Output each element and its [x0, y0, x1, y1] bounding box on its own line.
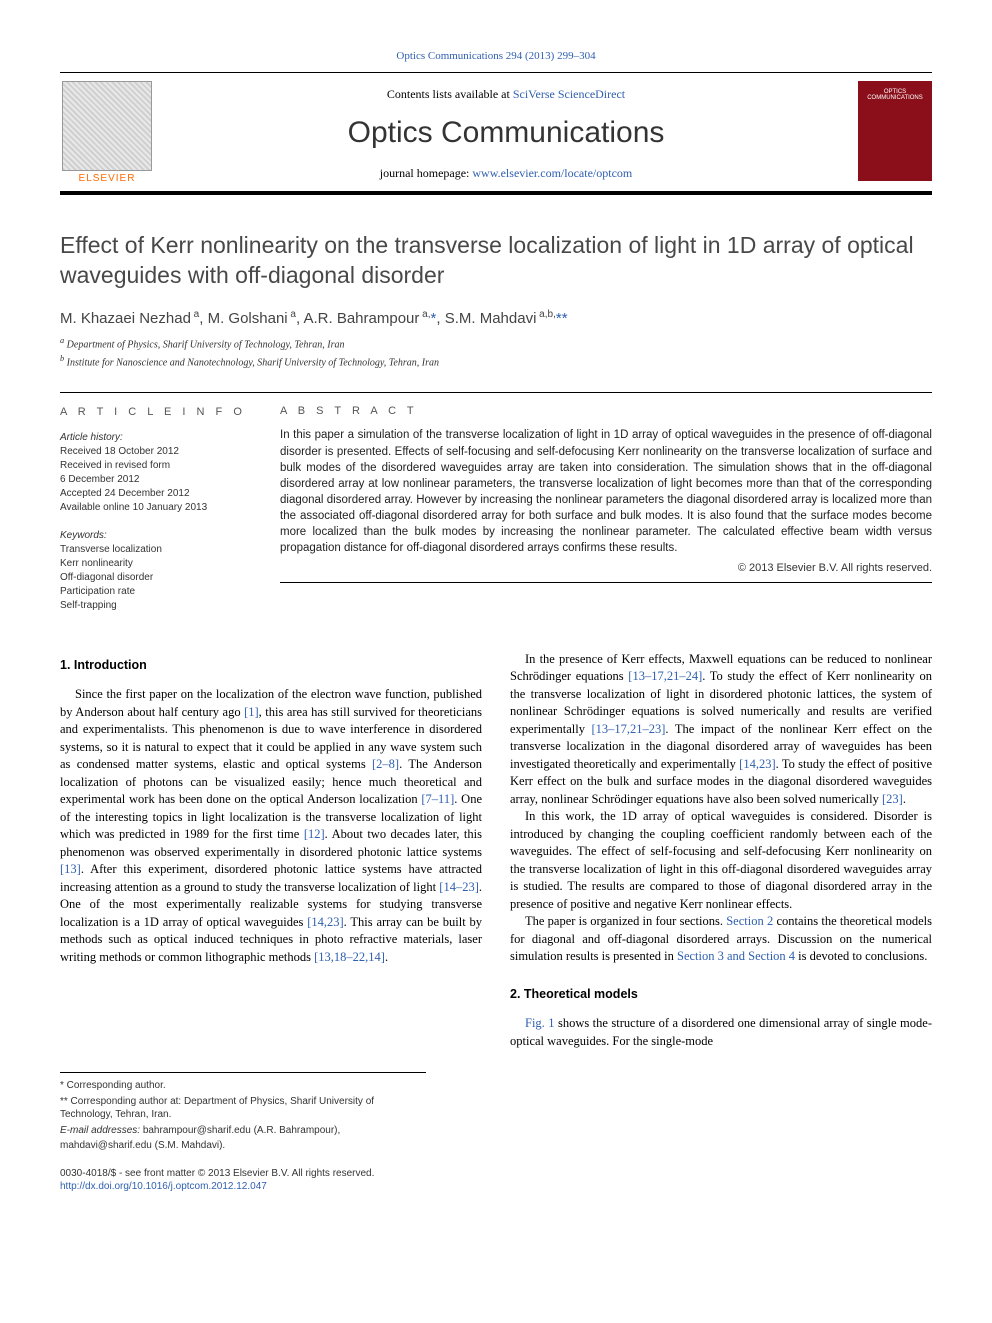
section-link[interactable]: Section 2	[726, 914, 773, 928]
keyword: Kerr nonlinearity	[60, 557, 250, 571]
contents-available: Contents lists available at SciVerse Sci…	[166, 87, 846, 102]
paragraph: In this work, the 1D array of optical wa…	[510, 808, 932, 913]
affiliation: a Department of Physics, Sharif Universi…	[60, 335, 932, 352]
ref-link[interactable]: [13]	[60, 862, 81, 876]
journal-homepage: journal homepage: www.elsevier.com/locat…	[166, 166, 846, 181]
keyword: Transverse localization	[60, 543, 250, 557]
text: .	[903, 792, 906, 806]
doi-link[interactable]: http://dx.doi.org/10.1016/j.optcom.2012.…	[60, 1181, 267, 1192]
affiliations: a Department of Physics, Sharif Universi…	[60, 335, 932, 371]
copyright-text: 0030-4018/$ - see front matter © 2013 El…	[60, 1167, 932, 1181]
ref-link[interactable]: [13–17,21–23]	[591, 722, 665, 736]
journal-ref[interactable]: Optics Communications 294 (2013) 299–304	[60, 50, 932, 62]
publisher-logo-block: ELSEVIER	[60, 81, 154, 184]
ref-link[interactable]: [14–23]	[439, 880, 479, 894]
section-heading: 1. Introduction	[60, 657, 482, 675]
history-line: Received in revised form	[60, 459, 250, 473]
author[interactable]: M. Khazaei Nezhad	[60, 310, 191, 327]
footnotes: * Corresponding author. ** Corresponding…	[60, 1072, 426, 1153]
email-label: E-mail addresses:	[60, 1125, 140, 1136]
affil-marker: a	[191, 309, 199, 320]
footnote: mahdavi@sharif.edu (S.M. Mahdavi).	[60, 1139, 426, 1153]
email[interactable]: mahdavi@sharif.edu (S.M. Mahdavi).	[60, 1140, 225, 1151]
history-line: 6 December 2012	[60, 473, 250, 487]
history-label: Article history:	[60, 431, 250, 445]
affiliation-text: Institute for Nanoscience and Nanotechno…	[67, 357, 439, 368]
footnote: E-mail addresses: bahrampour@sharif.edu …	[60, 1124, 426, 1138]
keyword: Self-trapping	[60, 599, 250, 613]
affil-marker: a	[288, 309, 296, 320]
ref-link[interactable]: [23]	[882, 792, 903, 806]
figure-link[interactable]: Fig. 1	[525, 1016, 555, 1030]
ref-link[interactable]: [14,23]	[739, 757, 775, 771]
author[interactable]: M. Golshani	[208, 310, 288, 327]
history-line: Received 18 October 2012	[60, 445, 250, 459]
ref-link[interactable]: [7–11]	[421, 792, 454, 806]
keywords-label: Keywords:	[60, 529, 250, 543]
abstract-copyright: © 2013 Elsevier B.V. All rights reserved…	[280, 562, 932, 574]
copyright-block: 0030-4018/$ - see front matter © 2013 El…	[60, 1167, 932, 1194]
contents-prefix: Contents lists available at	[387, 87, 513, 101]
affiliation: b Institute for Nanoscience and Nanotech…	[60, 353, 932, 370]
text: . After this experiment, disordered phot…	[60, 862, 482, 894]
abstract: A B S T R A C T In this paper a simulati…	[280, 392, 932, 626]
history-line: Available online 10 January 2013	[60, 501, 250, 515]
article-info-heading: A R T I C L E I N F O	[60, 405, 250, 420]
text: shows the structure of a disordered one …	[510, 1016, 932, 1048]
article-title: Effect of Kerr nonlinearity on the trans…	[60, 231, 932, 291]
paragraph: Fig. 1 shows the structure of a disorder…	[510, 1015, 932, 1050]
homepage-prefix: journal homepage:	[380, 166, 473, 180]
keyword: Participation rate	[60, 585, 250, 599]
text: .	[385, 950, 388, 964]
authors: M. Khazaei Nezhad a, M. Golshani a, A.R.…	[60, 309, 932, 327]
abstract-text: In this paper a simulation of the transv…	[280, 427, 932, 556]
footnote: ** Corresponding author at: Department o…	[60, 1095, 426, 1122]
paragraph: Since the first paper on the localizatio…	[60, 686, 482, 966]
article-body: 1. Introduction Since the first paper on…	[60, 651, 932, 1051]
ref-link[interactable]: [2–8]	[372, 757, 399, 771]
ref-link[interactable]: [13–17,21–24]	[628, 669, 702, 683]
affil-marker: a,b,	[536, 309, 555, 320]
affiliation-text: Department of Physics, Sharif University…	[67, 339, 345, 350]
abstract-heading: A B S T R A C T	[280, 405, 932, 417]
history-line: Accepted 24 December 2012	[60, 487, 250, 501]
publisher-name: ELSEVIER	[79, 173, 136, 184]
homepage-link[interactable]: www.elsevier.com/locate/optcom	[472, 166, 632, 180]
corr-marker[interactable]: *	[431, 310, 437, 327]
journal-cover-thumb: OPTICS COMMUNICATIONS	[858, 81, 932, 181]
ref-link[interactable]: [14,23]	[307, 915, 343, 929]
article-info: A R T I C L E I N F O Article history: R…	[60, 392, 250, 626]
section-heading: 2. Theoretical models	[510, 986, 932, 1004]
ref-link[interactable]: [12]	[304, 827, 325, 841]
text: The paper is organized in four sections.	[525, 914, 726, 928]
affil-marker: a,	[419, 309, 430, 320]
email[interactable]: bahrampour@sharif.edu (A.R. Bahrampour),	[143, 1125, 340, 1136]
section-link[interactable]: Section 3 and Section 4	[677, 949, 795, 963]
sciencedirect-link[interactable]: SciVerse ScienceDirect	[513, 87, 625, 101]
author[interactable]: A.R. Bahrampour	[304, 310, 420, 327]
ref-link[interactable]: [13,18–22,14]	[314, 950, 385, 964]
text: is devoted to conclusions.	[795, 949, 927, 963]
corr-marker[interactable]: **	[556, 310, 568, 327]
footnote: * Corresponding author.	[60, 1079, 426, 1093]
journal-name: Optics Communications	[166, 116, 846, 150]
keyword: Off-diagonal disorder	[60, 571, 250, 585]
paragraph: In the presence of Kerr effects, Maxwell…	[510, 651, 932, 809]
masthead: ELSEVIER Contents lists available at Sci…	[60, 72, 932, 195]
abstract-rule	[280, 582, 932, 583]
author[interactable]: S.M. Mahdavi	[445, 310, 537, 327]
paragraph: The paper is organized in four sections.…	[510, 913, 932, 966]
ref-link[interactable]: [1]	[244, 705, 259, 719]
elsevier-tree-icon	[62, 81, 152, 171]
